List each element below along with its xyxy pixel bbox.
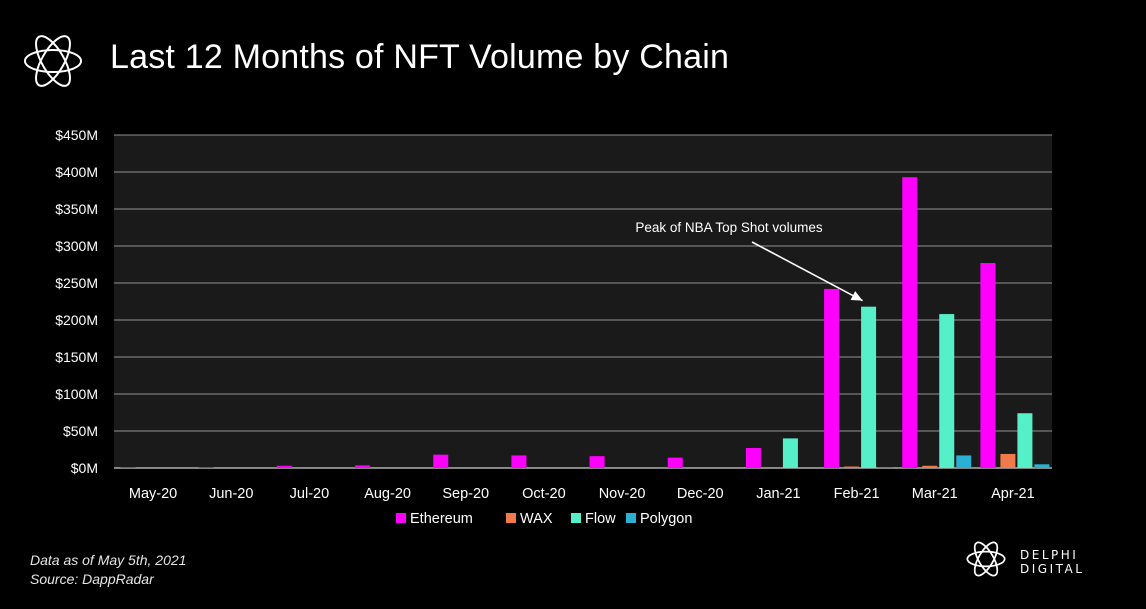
x-tick-label: Feb-21: [834, 486, 880, 502]
y-tick-label: $400M: [55, 164, 98, 180]
y-tick-label: $200M: [55, 312, 98, 328]
legend-label: Polygon: [640, 511, 692, 527]
y-tick-label: $50M: [63, 423, 98, 439]
annotation-arrow-line: [751, 241, 863, 302]
x-tick-label: Jun-20: [209, 486, 253, 502]
data-date-note: Data as of May 5th, 2021: [30, 552, 187, 568]
bar-ethereum: [980, 263, 996, 468]
bar-ethereum: [902, 177, 918, 468]
y-tick-label: $450M: [55, 127, 98, 143]
x-tick-label: Mar-21: [912, 486, 958, 502]
bar-flow: [939, 314, 955, 468]
legend-swatch: [571, 513, 581, 523]
legend-label: WAX: [520, 511, 553, 527]
source-note: Source: DappRadar: [30, 571, 154, 587]
x-tick-label: May-20: [129, 486, 177, 502]
bar-polygon: [1034, 464, 1050, 468]
legend-label: Ethereum: [410, 511, 473, 527]
brand-block: DELPHI DIGITAL: [964, 537, 1146, 586]
bar-ethereum: [433, 454, 449, 468]
legend-swatch: [396, 513, 406, 523]
legend-swatch: [626, 513, 636, 523]
bar-polygon: [878, 467, 894, 468]
bar-flow: [782, 438, 798, 468]
brand-name: DELPHI DIGITAL: [1020, 547, 1085, 576]
legend-swatch: [506, 513, 516, 523]
bar-ethereum: [276, 465, 292, 468]
bar-wax: [1000, 453, 1016, 468]
x-tick-label: Dec-20: [677, 486, 724, 502]
y-tick-label: $100M: [55, 386, 98, 402]
footnote: Data as of May 5th, 2021 Source: DappRad…: [30, 551, 186, 589]
x-tick-label: Jul-20: [290, 486, 330, 502]
bar-polygon: [956, 455, 972, 468]
y-tick-label: $0M: [71, 460, 98, 476]
y-tick-label: $300M: [55, 238, 98, 254]
x-tick-label: Jan-21: [756, 486, 800, 502]
bar-wax: [844, 466, 860, 468]
y-tick-label: $250M: [55, 275, 98, 291]
bar-ethereum: [589, 456, 605, 468]
bar-ethereum: [824, 288, 840, 468]
annotation-arrow-head: [850, 291, 863, 301]
x-tick-label: Apr-21: [991, 486, 1035, 502]
chart-title: Last 12 Months of NFT Volume by Chain: [110, 38, 730, 76]
bar-ethereum: [198, 467, 214, 468]
bar-flow: [1017, 413, 1033, 468]
bar-wax: [922, 465, 938, 468]
annotation-label: Peak of NBA Top Shot volumes: [635, 220, 823, 235]
bar-ethereum: [667, 457, 683, 468]
y-tick-label: $150M: [55, 349, 98, 365]
plot-area: [114, 135, 1052, 468]
bar-flow: [861, 306, 877, 468]
y-tick-label: $350M: [55, 201, 98, 217]
x-tick-label: Aug-20: [364, 486, 411, 502]
bar-ethereum: [745, 448, 761, 468]
delphi-logo-small-icon: [964, 537, 1008, 586]
bar-ethereum: [355, 465, 371, 468]
x-tick-label: Oct-20: [522, 486, 566, 502]
legend-label: Flow: [585, 511, 616, 527]
bar-ethereum: [511, 455, 527, 468]
x-tick-label: Sep-20: [442, 486, 489, 502]
delphi-logo-icon: [20, 28, 86, 99]
x-tick-label: Nov-20: [599, 486, 646, 502]
